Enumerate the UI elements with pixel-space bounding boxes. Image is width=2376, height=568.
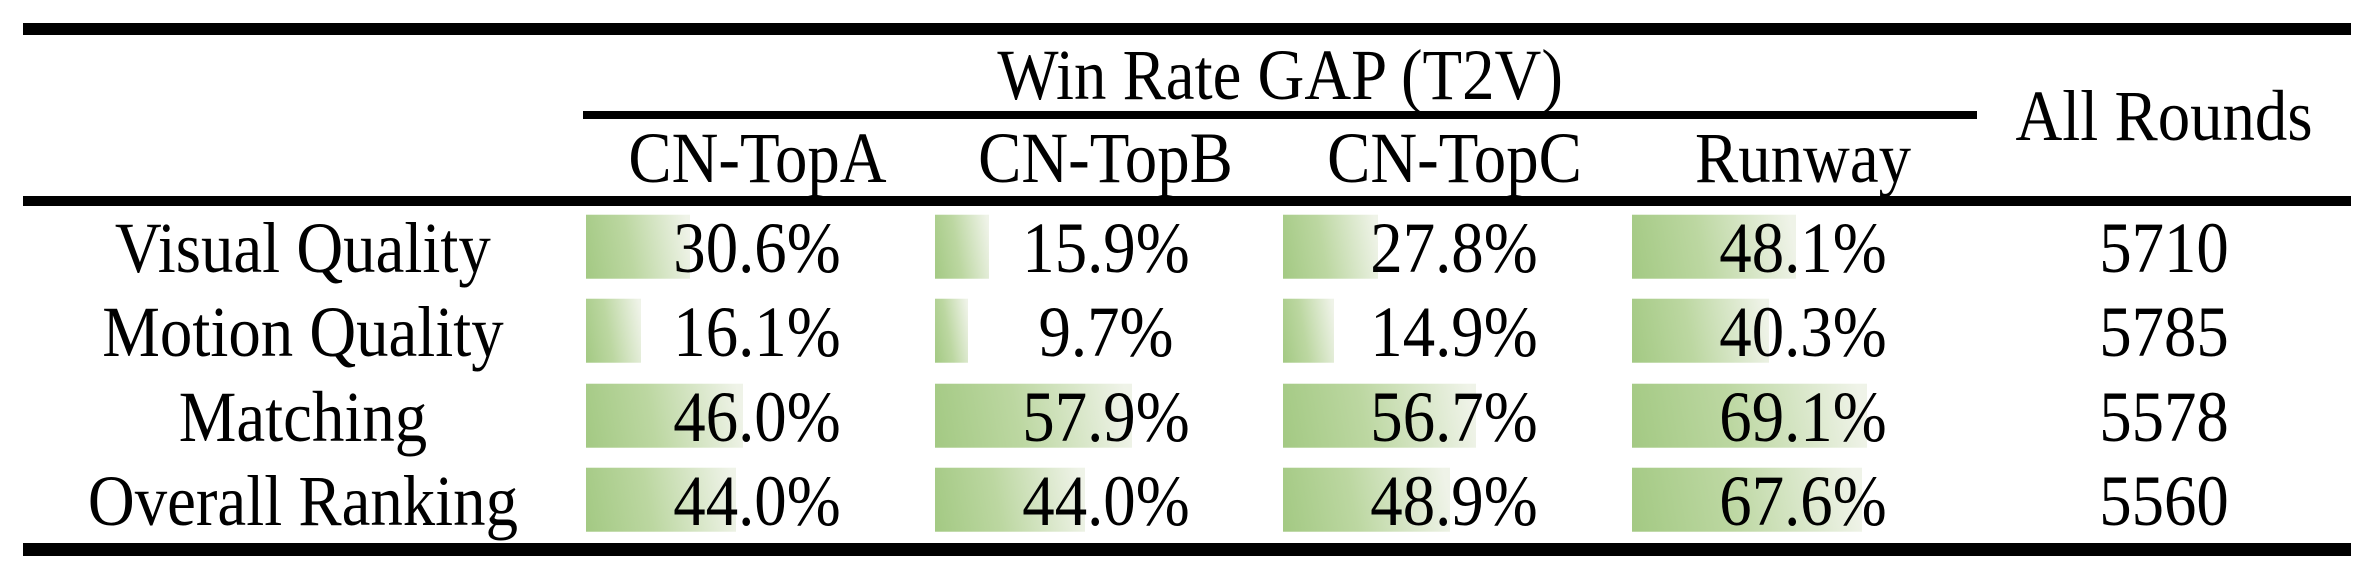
gap-value: 9.7% xyxy=(1038,292,1174,373)
table-row-matching: Matching 46.0% 57.9% 56.7% 69.1% xyxy=(23,375,2351,459)
row-label: Visual Quality xyxy=(115,208,491,289)
gap-cell: 48.9% xyxy=(1280,459,1629,543)
win-rate-bar xyxy=(586,467,737,532)
column-header-cn-topc: CN-TopC xyxy=(1280,119,1629,196)
model-columns-row: CN-TopA CN-TopB CN-TopC Runway xyxy=(583,119,1977,196)
win-rate-bar xyxy=(934,383,1132,448)
header-spacer xyxy=(23,35,583,196)
group-header-block: Win Rate GAP (T2V) CN-TopA CN-TopB CN-To… xyxy=(583,35,1977,196)
gap-value: 27.8% xyxy=(1370,208,1538,289)
all-rounds-cell: 5785 xyxy=(1977,290,2351,374)
column-header-cn-topa: CN-TopA xyxy=(583,119,932,196)
gap-value: 16.1% xyxy=(673,292,841,373)
column-header-label: CN-TopB xyxy=(978,117,1234,198)
win-rate-bar xyxy=(934,467,1085,532)
table-row-motion-quality: Motion Quality 16.1% 9.7% 14.9% 40.3% xyxy=(23,290,2351,374)
win-rate-bar xyxy=(1631,299,1769,364)
gap-cell: 56.7% xyxy=(1280,375,1629,459)
gap-cell: 46.0% xyxy=(583,375,932,459)
bottom-rule xyxy=(23,543,2351,556)
gap-cell: 27.8% xyxy=(1280,206,1629,290)
gap-cell: 44.0% xyxy=(932,459,1281,543)
table-header: Win Rate GAP (T2V) CN-TopA CN-TopB CN-To… xyxy=(23,35,2351,196)
row-label: Motion Quality xyxy=(102,292,504,373)
column-header-runway: Runway xyxy=(1629,119,1978,196)
gap-value: 14.9% xyxy=(1370,292,1538,373)
row-label: Matching xyxy=(178,376,428,457)
win-rate-bar xyxy=(934,299,968,364)
group-header-underline-rule xyxy=(583,111,1977,119)
row-label-cell: Motion Quality xyxy=(23,290,583,374)
all-rounds-header-label: All Rounds xyxy=(2015,75,2313,156)
gap-cell: 44.0% xyxy=(583,459,932,543)
column-header-label: Runway xyxy=(1694,117,1911,198)
gap-value: 48.1% xyxy=(1719,208,1887,289)
column-header-all-rounds: All Rounds xyxy=(1977,35,2351,196)
header-body-rule xyxy=(23,196,2351,206)
row-label-cell: Visual Quality xyxy=(23,206,583,290)
gap-cell: 30.6% xyxy=(583,206,932,290)
gap-value: 57.9% xyxy=(1022,376,1190,457)
win-rate-bar xyxy=(1283,299,1334,364)
win-rate-bar xyxy=(1631,214,1796,279)
win-rate-gap-table: Win Rate GAP (T2V) CN-TopA CN-TopB CN-To… xyxy=(23,23,2351,556)
gap-cell: 16.1% xyxy=(583,290,932,374)
group-header-cell: Win Rate GAP (T2V) xyxy=(583,35,1977,111)
win-rate-bar xyxy=(1283,467,1450,532)
column-header-cn-topb: CN-TopB xyxy=(932,119,1281,196)
all-rounds-cell: 5710 xyxy=(1977,206,2351,290)
gap-cell: 57.9% xyxy=(932,375,1281,459)
all-rounds-value: 5578 xyxy=(2099,376,2229,457)
all-rounds-value: 5710 xyxy=(2099,208,2229,289)
win-rate-bar xyxy=(1283,214,1378,279)
column-header-label: CN-TopC xyxy=(1326,117,1582,198)
gap-cell: 69.1% xyxy=(1629,375,1978,459)
table-row-overall-ranking: Overall Ranking 44.0% 44.0% 48.9% 67.6% xyxy=(23,459,2351,543)
gap-value: 56.7% xyxy=(1370,376,1538,457)
all-rounds-cell: 5560 xyxy=(1977,459,2351,543)
gap-value: 30.6% xyxy=(673,208,841,289)
gap-value: 44.0% xyxy=(1022,460,1190,541)
gap-cell: 9.7% xyxy=(932,290,1281,374)
row-label-cell: Matching xyxy=(23,375,583,459)
gap-value: 44.0% xyxy=(673,460,841,541)
gap-value: 67.6% xyxy=(1719,460,1887,541)
win-rate-bar xyxy=(586,383,743,448)
table-row-visual-quality: Visual Quality 30.6% 15.9% 27.8% 48.1% xyxy=(23,206,2351,290)
gap-cell: 14.9% xyxy=(1280,290,1629,374)
gap-cell: 67.6% xyxy=(1629,459,1978,543)
all-rounds-value: 5785 xyxy=(2099,292,2229,373)
gap-cell: 40.3% xyxy=(1629,290,1978,374)
column-header-label: CN-TopA xyxy=(628,117,887,198)
all-rounds-cell: 5578 xyxy=(1977,375,2351,459)
win-rate-bar xyxy=(934,214,989,279)
group-header-title: Win Rate GAP (T2V) xyxy=(997,35,1563,115)
table-body: Visual Quality 30.6% 15.9% 27.8% 48.1% xyxy=(23,206,2351,543)
win-rate-bar xyxy=(1283,383,1477,448)
gap-cell: 15.9% xyxy=(932,206,1281,290)
win-rate-bar xyxy=(1631,383,1868,448)
all-rounds-value: 5560 xyxy=(2099,460,2229,541)
win-rate-bar xyxy=(1631,467,1863,532)
win-rate-bar xyxy=(586,299,641,364)
gap-value: 15.9% xyxy=(1022,208,1190,289)
top-rule xyxy=(23,23,2351,35)
gap-cell: 48.1% xyxy=(1629,206,1978,290)
gap-value: 40.3% xyxy=(1719,292,1887,373)
gap-value: 46.0% xyxy=(673,376,841,457)
win-rate-bar xyxy=(586,214,691,279)
row-label: Overall Ranking xyxy=(87,460,519,541)
gap-value: 48.9% xyxy=(1370,460,1538,541)
gap-value: 69.1% xyxy=(1719,376,1887,457)
row-label-cell: Overall Ranking xyxy=(23,459,583,543)
